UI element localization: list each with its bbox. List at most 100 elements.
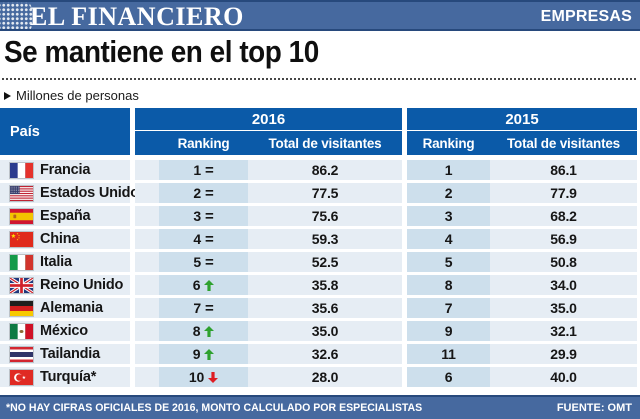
rank-2016-value: 3	[193, 208, 202, 224]
country-cell: Francia	[0, 160, 130, 180]
country-cell: Alemania	[0, 298, 130, 318]
total-2016-cell: 77.5	[248, 183, 402, 203]
flag-gb-icon	[9, 276, 34, 294]
total-2016-cell: 52.5	[248, 252, 402, 272]
rank-2016-cell: 9	[159, 344, 248, 364]
rank-2016-value: 5	[193, 254, 202, 270]
rank-2016-lead	[135, 252, 159, 272]
brand-logo: EL FINANCIERO	[30, 2, 244, 31]
flag-cn-icon	[9, 230, 34, 248]
rank-2015-cell: 5	[407, 252, 490, 272]
trend-up-arrow-icon	[204, 279, 215, 291]
flag-th-icon	[9, 345, 34, 363]
country-name: España	[40, 208, 91, 224]
country-name: Francia	[40, 162, 91, 178]
flag-fr-icon	[9, 161, 34, 179]
rank-2016-value: 4	[193, 231, 202, 247]
flag-mx-icon	[9, 322, 34, 340]
total-2015-cell: 56.9	[490, 229, 637, 249]
rank-2016-cell: 6	[159, 275, 248, 295]
rank-2016-lead	[135, 183, 159, 203]
globe-halftone-icon	[0, 2, 34, 29]
country-cell: México	[0, 321, 130, 341]
country-cell: Italia	[0, 252, 130, 272]
source-label: FUENTE: OMT	[556, 402, 632, 414]
rank-2016-cell: 2 =	[159, 183, 248, 203]
rank-2016-value: 2	[193, 185, 202, 201]
country-cell: Tailandia	[0, 344, 130, 364]
rank-2015-cell: 11	[407, 344, 490, 364]
header-year-2016: 2016	[135, 108, 402, 130]
rank-2015-cell: 1	[407, 160, 490, 180]
total-2015-cell: 35.0	[490, 298, 637, 318]
table-row: Reino Unido 6 35.8 8 34.0	[0, 275, 637, 295]
total-2015-cell: 40.0	[490, 367, 637, 387]
country-cell: Reino Unido	[0, 275, 130, 295]
header-year-2015: 2015	[407, 108, 637, 130]
section-label: EMPRESAS	[540, 8, 632, 25]
table-row: Francia 1 = 86.2 1 86.1	[0, 160, 637, 180]
country-cell: Turquía*	[0, 367, 130, 387]
page-title: Se mantiene en el top 10	[4, 34, 319, 69]
country-name: Reino Unido	[40, 277, 124, 293]
trend-down-arrow-icon	[208, 371, 219, 383]
trend-up-arrow-icon	[204, 348, 215, 360]
total-2016-cell: 28.0	[248, 367, 402, 387]
trend-equal-icon: =	[205, 161, 214, 179]
total-2015-cell: 29.9	[490, 344, 637, 364]
total-2016-cell: 86.2	[248, 160, 402, 180]
flag-es-icon	[9, 207, 34, 225]
table-row: Turquía* 10 28.0 6 40.0	[0, 367, 637, 387]
total-2016-cell: 35.8	[248, 275, 402, 295]
trend-equal-icon: =	[205, 299, 214, 317]
bullet-triangle-icon	[4, 91, 11, 100]
header-ranking-2016: Ranking	[177, 135, 230, 151]
country-cell: China	[0, 229, 130, 249]
total-2015-cell: 77.9	[490, 183, 637, 203]
rank-2016-lead	[135, 344, 159, 364]
footer: *NO HAY CIFRAS OFICIALES DE 2016, MONTO …	[0, 395, 640, 419]
rank-2016-cell: 8	[159, 321, 248, 341]
table-row: Tailandia 9 32.6 11 29.9	[0, 344, 637, 364]
rank-2016-lead	[135, 321, 159, 341]
country-cell: España	[0, 206, 130, 226]
rank-2015-cell: 9	[407, 321, 490, 341]
total-2016-cell: 75.6	[248, 206, 402, 226]
rank-2015-cell: 3	[407, 206, 490, 226]
trend-equal-icon: =	[205, 207, 214, 225]
flag-de-icon	[9, 299, 34, 317]
rank-2016-lead	[135, 298, 159, 318]
unit-label: Millones de personas	[16, 88, 139, 103]
rank-2016-cell: 3 =	[159, 206, 248, 226]
rank-2015-cell: 2	[407, 183, 490, 203]
flag-us-icon	[9, 184, 34, 202]
unit-label-row: Millones de personas	[4, 88, 139, 103]
rank-2015-cell: 8	[407, 275, 490, 295]
rank-2016-cell: 10	[159, 367, 248, 387]
rank-2015-cell: 4	[407, 229, 490, 249]
rank-2015-cell: 6	[407, 367, 490, 387]
header-pais: País	[0, 108, 130, 155]
header-ranking-2015: Ranking	[422, 135, 475, 151]
rank-2016-cell: 5 =	[159, 252, 248, 272]
total-2015-cell: 32.1	[490, 321, 637, 341]
table-row: México 8 35.0 9 32.1	[0, 321, 637, 341]
rank-2016-value: 1	[193, 162, 202, 178]
table-row: Italia 5 = 52.5 5 50.8	[0, 252, 637, 272]
country-name: China	[40, 231, 80, 247]
trend-equal-icon: =	[205, 230, 214, 248]
country-name: Estados Unidos	[40, 185, 147, 201]
header-total-2015: Total de visitantes	[507, 135, 620, 151]
rank-2016-value: 10	[188, 369, 205, 385]
header-subrow-2015: Ranking Total de visitantes	[407, 131, 637, 155]
table-row: Estados Unidos 2 = 77.5 2 77.9	[0, 183, 637, 203]
rank-2016-value: 9	[192, 346, 201, 362]
rank-2016-cell: 7 =	[159, 298, 248, 318]
flag-it-icon	[9, 253, 34, 271]
rank-2016-cell: 4 =	[159, 229, 248, 249]
flag-tr-icon	[9, 368, 34, 386]
table-row: China 4 = 59.3 4 56.9	[0, 229, 637, 249]
rank-2016-lead	[135, 275, 159, 295]
total-2016-cell: 32.6	[248, 344, 402, 364]
